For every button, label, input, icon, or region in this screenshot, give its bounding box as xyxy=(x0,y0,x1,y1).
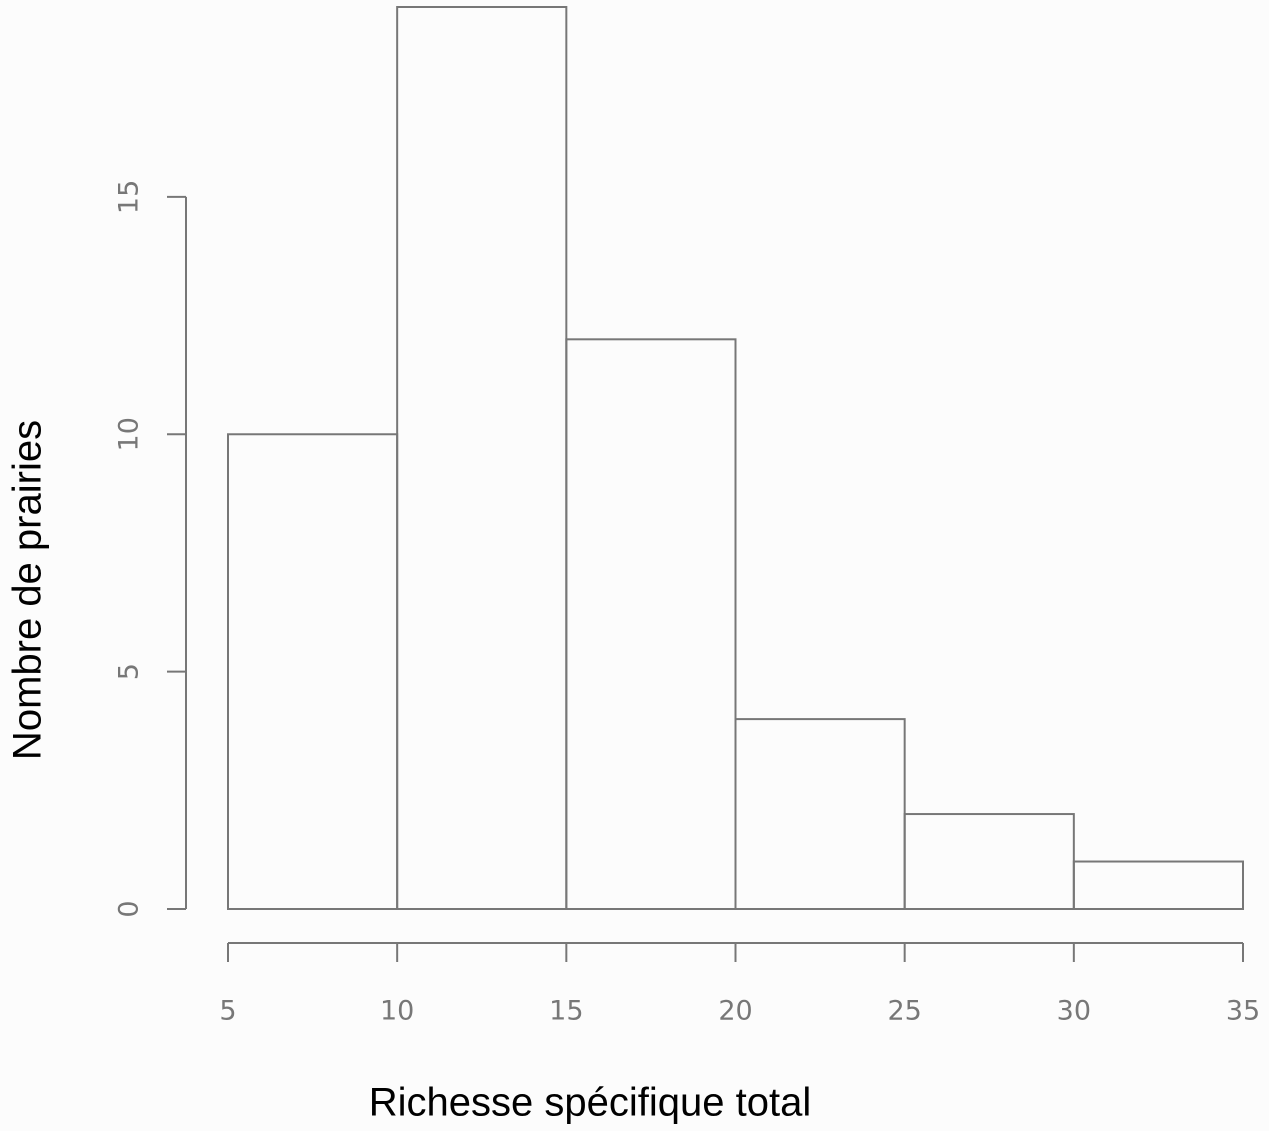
y-tick-label: 0 xyxy=(114,900,145,917)
x-tick-label: 10 xyxy=(380,996,414,1027)
bar xyxy=(565,338,737,910)
x-tick-label: 15 xyxy=(549,996,583,1027)
y-tick-label: 5 xyxy=(114,663,145,680)
bar xyxy=(1072,860,1245,910)
x-tick-label: 30 xyxy=(1057,996,1091,1027)
y-tick-label: 15 xyxy=(114,180,145,214)
x-tick-label: 35 xyxy=(1226,996,1260,1027)
x-axis-label: Richesse spécifique total xyxy=(369,1081,811,1125)
y-tick-label: 10 xyxy=(114,417,145,451)
x-tick-label: 20 xyxy=(718,996,752,1027)
x-tick-label: 5 xyxy=(219,996,236,1027)
y-axis-label: Nombre de prairies xyxy=(6,420,50,760)
x-tick-label: 25 xyxy=(887,996,921,1027)
